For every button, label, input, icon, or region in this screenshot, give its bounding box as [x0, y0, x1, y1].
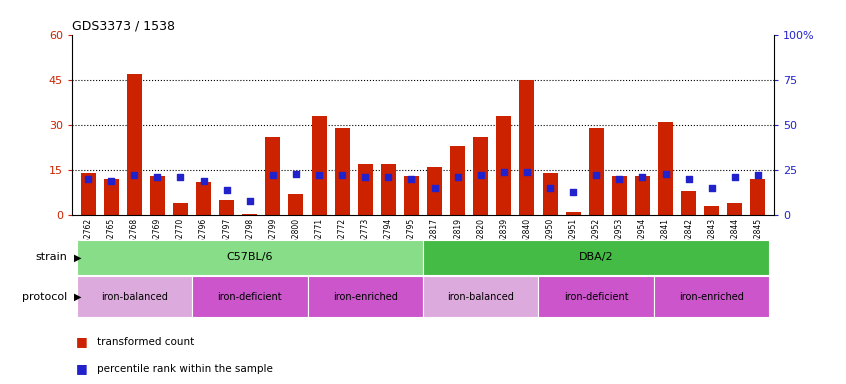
Bar: [539, 276, 654, 317]
Text: iron-balanced: iron-balanced: [448, 291, 514, 302]
Text: protocol: protocol: [23, 291, 68, 302]
Text: iron-deficient: iron-deficient: [564, 291, 629, 302]
Point: [197, 178, 211, 184]
Point: [220, 187, 233, 193]
Bar: [80, 173, 96, 215]
Bar: [423, 240, 770, 275]
Point: [81, 176, 95, 182]
Point: [266, 172, 280, 179]
Point: [751, 172, 765, 179]
Text: iron-deficient: iron-deficient: [217, 291, 282, 302]
Bar: [450, 146, 465, 215]
Text: ▶: ▶: [74, 252, 81, 262]
Bar: [542, 173, 558, 215]
Bar: [750, 179, 766, 215]
Point: [173, 174, 187, 180]
Text: transformed count: transformed count: [97, 337, 195, 347]
Bar: [76, 276, 192, 317]
Point: [728, 174, 742, 180]
Bar: [150, 176, 165, 215]
Bar: [728, 203, 742, 215]
Point: [243, 197, 256, 204]
Text: GDS3373 / 1538: GDS3373 / 1538: [72, 20, 175, 33]
Point: [705, 185, 718, 191]
Bar: [519, 80, 535, 215]
Bar: [681, 191, 696, 215]
Text: DBA/2: DBA/2: [579, 252, 613, 262]
Bar: [307, 276, 423, 317]
Bar: [589, 128, 604, 215]
Point: [359, 174, 372, 180]
Point: [635, 174, 649, 180]
Bar: [654, 276, 770, 317]
Point: [128, 172, 141, 179]
Text: iron-balanced: iron-balanced: [101, 291, 168, 302]
Bar: [76, 240, 423, 275]
Point: [404, 176, 418, 182]
Point: [682, 176, 695, 182]
Point: [590, 172, 603, 179]
Point: [335, 172, 349, 179]
Point: [289, 170, 303, 177]
Bar: [612, 176, 627, 215]
Text: ■: ■: [76, 335, 88, 348]
Text: percentile rank within the sample: percentile rank within the sample: [97, 364, 273, 374]
Point: [382, 174, 395, 180]
Text: ▶: ▶: [74, 291, 81, 302]
Text: ■: ■: [76, 362, 88, 375]
Bar: [381, 164, 396, 215]
Point: [151, 174, 164, 180]
Bar: [104, 179, 118, 215]
Bar: [335, 128, 349, 215]
Bar: [566, 212, 580, 215]
Bar: [497, 116, 511, 215]
Bar: [242, 214, 257, 215]
Point: [520, 169, 534, 175]
Point: [566, 189, 580, 195]
Bar: [704, 206, 719, 215]
Point: [428, 185, 442, 191]
Bar: [173, 203, 188, 215]
Point: [613, 176, 626, 182]
Bar: [219, 200, 234, 215]
Bar: [427, 167, 442, 215]
Bar: [127, 74, 142, 215]
Point: [497, 169, 511, 175]
Bar: [423, 276, 539, 317]
Point: [104, 178, 118, 184]
Bar: [288, 194, 304, 215]
Point: [451, 174, 464, 180]
Point: [312, 172, 326, 179]
Text: iron-enriched: iron-enriched: [332, 291, 398, 302]
Bar: [658, 122, 673, 215]
Bar: [404, 176, 419, 215]
Point: [474, 172, 487, 179]
Bar: [473, 137, 488, 215]
Bar: [266, 137, 280, 215]
Bar: [311, 116, 327, 215]
Bar: [358, 164, 373, 215]
Bar: [635, 176, 650, 215]
Bar: [196, 182, 211, 215]
Text: iron-enriched: iron-enriched: [679, 291, 744, 302]
Text: strain: strain: [36, 252, 68, 262]
Bar: [192, 276, 307, 317]
Text: C57BL/6: C57BL/6: [227, 252, 273, 262]
Point: [543, 185, 557, 191]
Point: [659, 170, 673, 177]
